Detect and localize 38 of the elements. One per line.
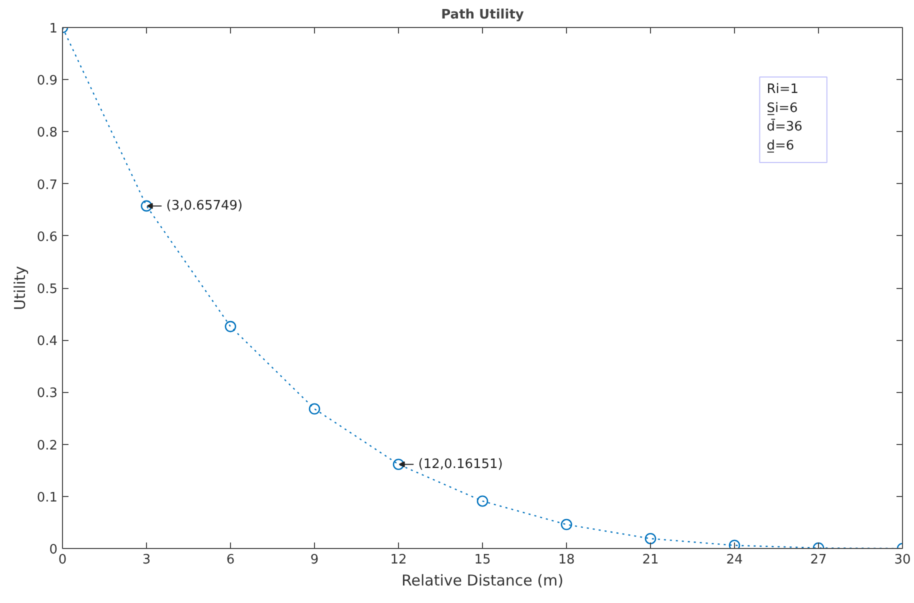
y-tick-label: 0.8 — [36, 126, 58, 141]
x-tick-label: 15 — [474, 552, 491, 568]
point — [392, 458, 404, 470]
x-tick-label: 27 — [810, 552, 827, 568]
y-tick-label: 0.6 — [36, 230, 58, 245]
annotation: S̲i=6 — [766, 100, 798, 116]
x-axis-title: Relative Distance (m) — [402, 572, 564, 590]
point — [476, 495, 488, 507]
point — [560, 518, 572, 530]
annotation: d̲=6 — [766, 138, 794, 154]
point — [308, 403, 320, 415]
y-tick-label: 0.1 — [36, 490, 58, 506]
point — [644, 532, 656, 544]
x-tick-label: 24 — [726, 552, 743, 568]
y-tick-label: 1 — [49, 22, 58, 36]
y-tick-label: 0.3 — [36, 386, 58, 402]
y-tick-label: 0.5 — [36, 282, 58, 297]
x-tick-label: 21 — [642, 552, 659, 568]
annotation: Ri=1 — [766, 82, 799, 98]
annotation: d̄=36 — [766, 118, 802, 135]
y-axis-title: Utility — [10, 266, 29, 310]
chart-title: Path Utility — [441, 8, 524, 22]
y-tick-label: 0.2 — [36, 438, 58, 454]
x-tick-label: 3 — [142, 552, 151, 568]
x-tick-label: 9 — [310, 552, 319, 568]
x-tick-label: 6 — [226, 552, 235, 568]
x-tick-label: 12 — [390, 552, 407, 568]
y-tick-label: 0.7 — [36, 178, 58, 193]
x-tick-label: 30 — [894, 552, 911, 568]
x-tick-label: 18 — [558, 552, 575, 568]
point — [728, 540, 740, 548]
y-tick-label: 0.9 — [36, 74, 58, 89]
y-tick-label: 0.4 — [36, 334, 58, 350]
y-tick-label: 0 — [49, 542, 58, 558]
annotation: (3,0.65749) — [166, 198, 243, 214]
annotation: (12,0.16151) — [418, 456, 503, 472]
point — [140, 200, 152, 212]
point — [224, 320, 236, 332]
